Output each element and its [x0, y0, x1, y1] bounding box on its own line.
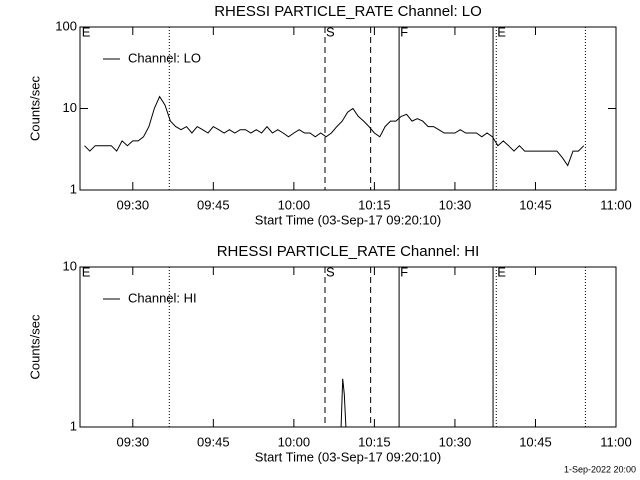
x-tick-label: 11:00	[600, 197, 632, 212]
chart-title: RHESSI PARTICLE_RATE Channel: HI	[217, 243, 480, 260]
x-tick-label: 10:30	[439, 197, 472, 212]
marker-label: S	[326, 264, 335, 279]
x-tick-label: 10:45	[519, 197, 552, 212]
marker-label: E	[497, 264, 506, 279]
footer: 1-Sep-2022 20:00	[564, 464, 636, 474]
x-tick-label: 10:15	[358, 197, 391, 212]
marker-label: S	[326, 24, 335, 39]
data-line	[84, 95, 585, 167]
y-axis-label: Counts/sec	[27, 314, 42, 380]
x-axis-label: Start Time (03-Sep-17 09:20:10)	[255, 212, 441, 227]
plot-frame	[79, 266, 617, 428]
marker-label: E	[82, 264, 91, 279]
y-tick-label: 100	[55, 18, 77, 33]
x-tick-label: 09:30	[117, 197, 150, 212]
marker-label: F	[400, 264, 408, 279]
x-tick-label: 09:30	[117, 434, 150, 449]
y-tick-label: 10	[63, 100, 77, 115]
data-line	[340, 378, 347, 428]
y-tick-label: 1	[70, 418, 77, 433]
y-tick-label: 1	[70, 181, 77, 196]
legend-label: Channel: HI	[128, 290, 197, 305]
x-tick-label: 11:00	[600, 434, 632, 449]
marker-label: F	[400, 24, 408, 39]
y-axis-label: Counts/sec	[27, 75, 42, 141]
x-tick-label: 10:00	[278, 434, 311, 449]
x-tick-label: 10:00	[278, 197, 311, 212]
x-tick-label: 10:45	[519, 434, 552, 449]
x-tick-label: 09:45	[197, 434, 230, 449]
y-tick-label: 10	[63, 258, 77, 273]
marker-label: E	[497, 24, 506, 39]
legend-label: Channel: LO	[128, 50, 201, 65]
x-tick-label: 09:45	[197, 197, 230, 212]
marker-label: E	[82, 24, 91, 39]
chart-title: RHESSI PARTICLE_RATE Channel: LO	[214, 3, 482, 20]
x-tick-label: 10:30	[439, 434, 472, 449]
x-tick-label: 10:15	[358, 434, 391, 449]
x-axis-label: Start Time (03-Sep-17 09:20:10)	[255, 449, 441, 464]
